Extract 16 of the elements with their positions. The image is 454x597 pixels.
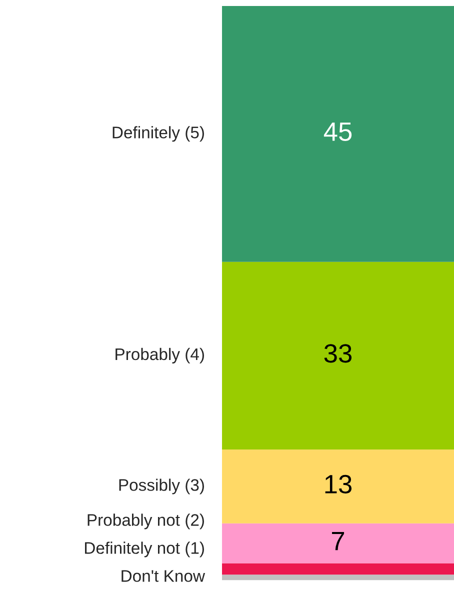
series-label: Possibly (3): [119, 478, 204, 494]
series-label: Definitely (5): [112, 126, 204, 142]
series-label: Don't Know: [122, 570, 206, 582]
bar: [222, 523, 454, 564]
data-label: 45: [324, 122, 352, 141]
bar: [222, 6, 454, 262]
series-label: Probably (4): [116, 348, 204, 364]
bar: [222, 262, 454, 450]
bar: [222, 574, 454, 580]
series-label: Probably not (2): [88, 514, 204, 530]
bar: [222, 450, 454, 524]
series-label: Definitely not (1): [85, 542, 204, 558]
data-label: 33: [324, 344, 352, 363]
bar: [222, 563, 454, 575]
data-label: 7: [332, 532, 344, 550]
data-label: 13: [325, 474, 352, 494]
